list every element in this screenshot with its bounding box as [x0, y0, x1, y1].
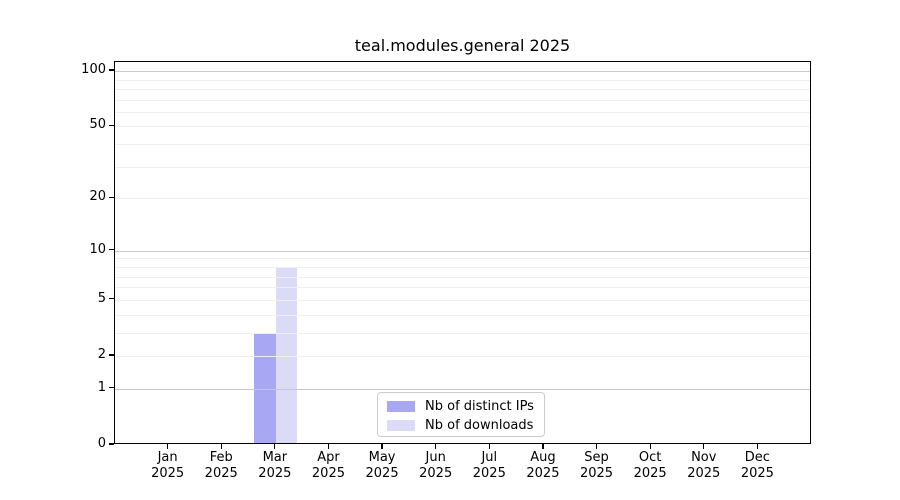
y-tick-mark: [109, 69, 114, 71]
y-tick-label: 5: [97, 290, 106, 306]
x-tick-label: Feb 2025: [191, 450, 251, 481]
x-tick-mark: [220, 444, 222, 449]
x-tick-year: 2025: [204, 465, 238, 481]
x-tick-label: Dec 2025: [727, 450, 787, 481]
x-tick-year: 2025: [579, 465, 614, 481]
x-tick-mark: [381, 444, 383, 449]
gridline-minor: [115, 276, 810, 278]
y-tick-mark: [109, 298, 114, 300]
x-tick-mark: [703, 444, 705, 449]
legend: Nb of distinct IPs Nb of downloads: [377, 392, 545, 437]
gridline-minor: [115, 88, 810, 90]
x-tick-label: Nov 2025: [674, 450, 734, 481]
x-tick-month: Sep: [584, 450, 609, 465]
x-tick-mark: [756, 444, 759, 449]
legend-item: Nb of distinct IPs: [387, 397, 544, 416]
x-tick-mark: [595, 444, 598, 449]
y-tick-label: 10: [89, 241, 106, 257]
y-tick-mark: [109, 354, 114, 356]
x-tick-mark: [274, 444, 276, 449]
bar-downloads: [275, 266, 298, 443]
gridline-minor: [115, 266, 810, 268]
gridline-major: [115, 250, 810, 252]
x-tick-year: 2025: [687, 465, 721, 481]
x-tick-month: Dec: [744, 450, 770, 465]
gridline-minor: [115, 314, 810, 316]
gridline-minor: [115, 79, 810, 81]
gridline-major: [115, 71, 810, 73]
legend-label: Nb of downloads: [425, 418, 534, 433]
x-tick-mark: [166, 444, 169, 449]
gridline-minor: [115, 299, 810, 301]
y-tick-label: 0: [97, 436, 106, 451]
x-tick-label: Sep 2025: [567, 450, 627, 481]
x-tick-year: 2025: [365, 465, 399, 481]
gridline-minor: [115, 355, 810, 357]
x-tick-month: Apr: [317, 450, 340, 465]
y-tick-mark: [109, 124, 114, 127]
x-tick-label: Aug 2025: [513, 450, 573, 481]
x-tick-month: Aug: [530, 450, 556, 465]
x-tick-year: 2025: [419, 465, 453, 481]
x-tick-month: Nov: [691, 450, 717, 465]
bar-distinct-ips: [254, 332, 276, 443]
x-tick-label: Apr 2025: [298, 450, 358, 481]
x-tick-label: Jun 2025: [406, 450, 466, 481]
gridline-minor: [115, 198, 810, 200]
legend-item: Nb of downloads: [387, 416, 544, 435]
gridline-major: [115, 388, 810, 390]
x-tick-mark: [327, 444, 330, 449]
x-tick-month: Oct: [638, 450, 662, 465]
x-tick-month: May: [368, 450, 396, 465]
y-tick-mark: [109, 249, 114, 251]
x-tick-month: Feb: [209, 450, 233, 465]
x-tick-label: Oct 2025: [620, 450, 680, 481]
x-tick-label: Mar 2025: [245, 450, 305, 481]
x-tick-year: 2025: [311, 465, 345, 481]
legend-label: Nb of distinct IPs: [425, 399, 534, 414]
gridline-minor: [115, 111, 810, 113]
x-tick-year: 2025: [151, 465, 185, 481]
x-tick-mark: [649, 444, 651, 449]
x-tick-month: Jun: [425, 450, 446, 465]
gridline-minor: [115, 144, 810, 146]
y-tick-label: 1: [97, 379, 106, 395]
x-tick-year: 2025: [526, 465, 560, 481]
x-tick-label: Jan 2025: [138, 450, 198, 481]
x-tick-mark: [435, 444, 437, 449]
x-tick-year: 2025: [258, 465, 292, 481]
gridline-minor: [115, 99, 810, 101]
x-tick-month: Jan: [157, 450, 178, 465]
gridline-minor: [115, 287, 810, 289]
y-tick-label: 100: [81, 62, 106, 78]
gridline-minor: [115, 126, 810, 128]
x-tick-mark: [488, 444, 490, 449]
x-tick-label: May 2025: [352, 450, 412, 481]
x-tick-label: Jul 2025: [459, 450, 519, 481]
y-tick-label: 20: [89, 189, 106, 205]
y-tick-label: 50: [89, 117, 106, 133]
gridline-minor: [115, 258, 810, 260]
legend-swatch-downloads: [387, 420, 415, 431]
gridline-minor: [115, 166, 810, 168]
x-tick-month: Jul: [481, 450, 498, 465]
gridline-minor: [115, 332, 810, 334]
x-tick-mark: [542, 444, 544, 449]
y-tick-label: 2: [97, 346, 106, 362]
legend-swatch-distinct-ips: [387, 401, 415, 412]
y-tick-mark: [109, 196, 114, 198]
chart-title: teal.modules.general 2025: [354, 36, 571, 55]
x-tick-month: Mar: [262, 450, 288, 465]
x-tick-year: 2025: [740, 465, 774, 481]
y-tick-mark: [109, 443, 114, 445]
plot-area: [114, 61, 811, 444]
y-tick-mark: [109, 387, 114, 389]
x-tick-year: 2025: [472, 465, 506, 481]
x-tick-year: 2025: [633, 465, 667, 481]
